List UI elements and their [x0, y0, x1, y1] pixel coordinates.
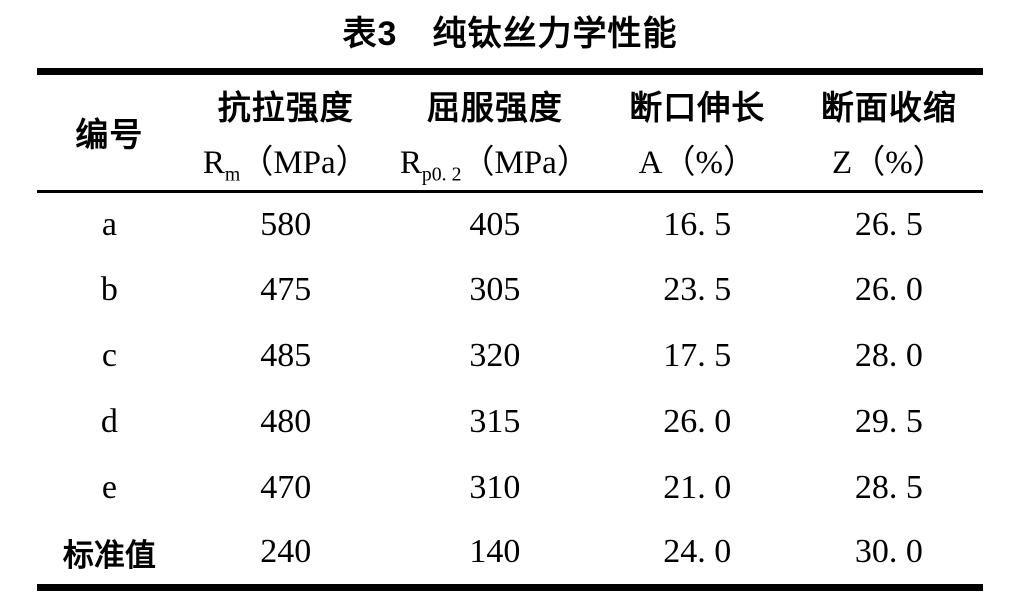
row-label: c: [101, 337, 117, 374]
cell-rp02: 320: [469, 337, 521, 374]
table-header: 编号 抗拉强度 屈服强度 断口伸长 断面收缩 Rm（MPa） Rp0. 2（MP…: [37, 71, 983, 193]
cell-rp02: 405: [469, 205, 521, 243]
table-row-standard-value: 标准值 240 140 24. 0 30. 0: [37, 521, 983, 587]
column-header-tensile-strength: 抗拉强度: [217, 89, 354, 126]
symbol-unit: （%）: [852, 145, 946, 182]
symbol-unit: （%）: [662, 145, 756, 182]
symbol-main: A: [638, 145, 663, 182]
data-table-container: 编号 抗拉强度 屈服强度 断口伸长 断面收缩 Rm（MPa） Rp0. 2（MP…: [37, 68, 983, 591]
table-caption: 表3 纯钛丝力学性能: [342, 15, 678, 53]
table-row-e: e 470 310 21. 0 28. 5: [37, 455, 983, 521]
table-row-d: d 480 315 26. 0 29. 5: [37, 389, 983, 455]
cell-rp02: 305: [469, 271, 521, 308]
cell-a: 26. 0: [663, 403, 732, 440]
column-symbol-rp02: Rp0. 2（MPa）: [389, 129, 600, 193]
row-label: e: [101, 469, 117, 506]
symbol-subscript: m: [224, 163, 241, 186]
symbol-unit: （MPa）: [461, 145, 590, 182]
column-header-yield-strength: 屈服强度: [426, 89, 563, 126]
cell-rm: 475: [260, 271, 312, 308]
cell-rm: 485: [260, 337, 312, 374]
symbol-subscript: p0. 2: [421, 163, 462, 186]
cell-rp02: 310: [469, 469, 521, 506]
column-symbol-rm: Rm（MPa）: [181, 129, 390, 193]
cell-z: 28. 5: [854, 469, 923, 506]
cell-z: 26. 0: [854, 271, 923, 308]
row-label: b: [100, 271, 118, 308]
column-header-reduction-of-area: 断面收缩: [820, 89, 957, 126]
column-symbol-a-percent: A（%）: [599, 129, 795, 193]
cell-z: 28. 0: [854, 337, 923, 374]
cell-z: 29. 5: [854, 403, 923, 440]
symbol-main: R: [202, 145, 225, 182]
row-label: d: [100, 403, 118, 440]
table-row-c: c 485 320 17. 5 28. 0: [37, 323, 983, 389]
cell-a: 21. 0: [663, 469, 732, 506]
cell-a: 23. 5: [663, 271, 732, 308]
table-body: a 580 405 16. 5 26. 5 b 475 305 23. 5 26…: [37, 191, 983, 587]
cell-z: 26. 5: [854, 205, 923, 243]
cell-rm: 470: [260, 469, 312, 506]
cell-a: 17. 5: [663, 337, 732, 374]
row-label: 标准值: [62, 537, 156, 573]
cell-rm: 240: [260, 533, 312, 571]
table-row-b: b 475 305 23. 5 26. 0: [37, 257, 983, 323]
cell-z: 30. 0: [854, 533, 923, 571]
header-row-names: 编号 抗拉强度 屈服强度 断口伸长 断面收缩: [37, 71, 983, 193]
header-row-symbols: Rm（MPa） Rp0. 2（MPa） A（%） Z（%）: [37, 129, 983, 193]
cell-a: 24. 0: [663, 533, 732, 571]
column-symbol-z-percent: Z（%）: [794, 129, 983, 193]
corner-header-bianhao: 编号: [37, 71, 182, 193]
symbol-unit: （MPa）: [240, 145, 369, 182]
data-table: 编号 抗拉强度 屈服强度 断口伸长 断面收缩 Rm（MPa） Rp0. 2（MP…: [37, 68, 983, 591]
cell-a: 16. 5: [663, 205, 732, 243]
symbol-main: R: [399, 145, 422, 182]
table-row-a: a 580 405 16. 5 26. 5: [37, 191, 983, 257]
cell-rp02: 140: [469, 533, 521, 571]
column-header-elongation: 断口伸长: [629, 89, 766, 126]
symbol-main: Z: [832, 145, 853, 182]
cell-rp02: 315: [469, 403, 521, 440]
cell-rm: 480: [260, 403, 312, 440]
row-label: a: [101, 205, 117, 243]
cell-rm: 580: [260, 205, 312, 243]
